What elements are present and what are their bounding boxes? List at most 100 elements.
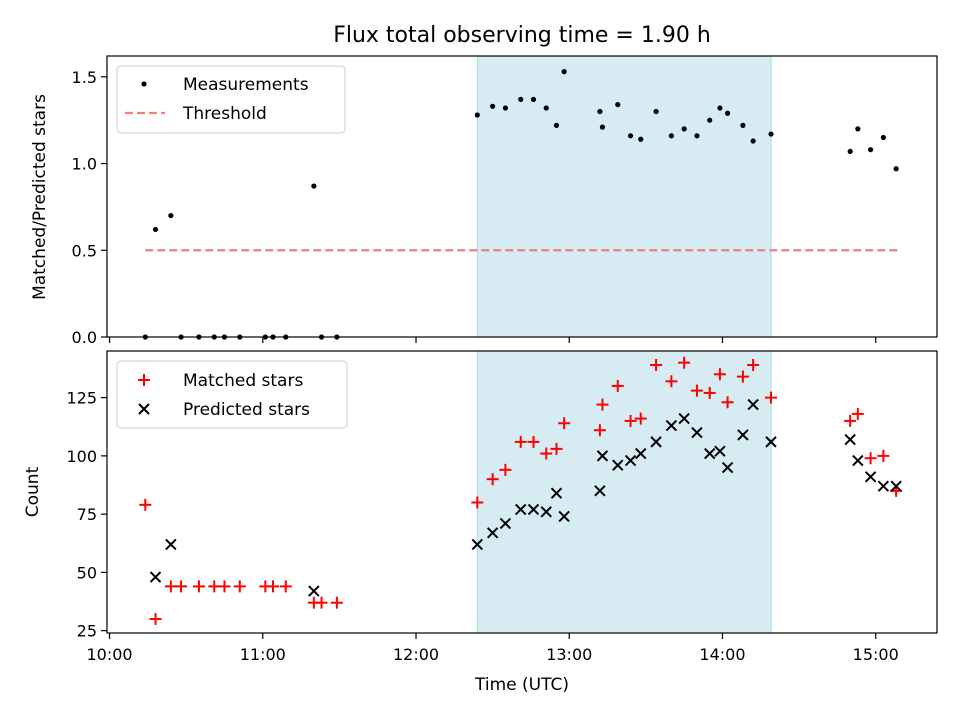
predicted-star-point bbox=[737, 429, 749, 441]
measurement-point bbox=[717, 105, 723, 111]
predicted-star-point bbox=[612, 459, 624, 471]
matched-star-point bbox=[486, 473, 499, 486]
predicted-star-point bbox=[714, 445, 726, 457]
measurement-point bbox=[553, 122, 560, 128]
x-tick-label: 15:00 bbox=[853, 645, 899, 664]
bottom-panel: 25 50 75 100 125 10:00 11:00 12:00 13:00 14:00 15… bbox=[23, 350, 938, 695]
predicted-star-point bbox=[747, 398, 759, 411]
legend-matched-marker bbox=[138, 374, 150, 386]
legend-threshold-label: Threshold bbox=[182, 104, 267, 124]
bot-y-tick-label: 75 bbox=[77, 505, 97, 524]
matched-star-point bbox=[678, 356, 691, 369]
measurement-point bbox=[518, 96, 524, 102]
matched-star-point bbox=[175, 580, 188, 593]
matched-star-point bbox=[550, 442, 563, 455]
measurement-point bbox=[847, 148, 853, 155]
top-y-tick-label: 0.0 bbox=[72, 328, 97, 347]
predicted-star-point bbox=[471, 538, 484, 551]
matched-star-point bbox=[703, 386, 716, 399]
top-y-axis-label: Matched/Predicted stars bbox=[30, 94, 50, 300]
matched-star-point bbox=[527, 435, 540, 448]
legend-matched-label: Matched stars bbox=[183, 371, 303, 391]
measurement-point bbox=[668, 133, 675, 139]
matched-star-point bbox=[736, 370, 749, 383]
matched-star-point bbox=[650, 358, 663, 371]
matched-star-point bbox=[499, 463, 512, 476]
bottom-y-ticks: 25 50 75 100 125 bbox=[66, 389, 107, 641]
top-y-ticks: 0.0 0.5 1.0 1.5 bbox=[72, 68, 107, 347]
top-y-tick-label: 0.5 bbox=[72, 241, 97, 260]
matched-star-point bbox=[192, 580, 205, 593]
measurement-point bbox=[768, 131, 774, 137]
measurement-point bbox=[152, 226, 159, 233]
x-tick-label: 10:00 bbox=[86, 645, 132, 664]
x-tick-label: 14:00 bbox=[699, 645, 745, 664]
measurement-point bbox=[561, 69, 567, 75]
matched-star-point bbox=[233, 580, 246, 593]
measurement-point bbox=[474, 112, 480, 118]
predicted-star-point bbox=[624, 454, 637, 467]
legend-measurements-marker bbox=[141, 81, 147, 87]
predicted-star-point bbox=[540, 506, 552, 518]
measurement-point bbox=[599, 124, 606, 130]
measurement-point bbox=[707, 117, 713, 123]
predicted-star-point bbox=[650, 436, 662, 448]
matched-star-point bbox=[593, 424, 606, 437]
bottom-x-ticks: 10:00 11:00 12:00 13:00 14:00 15:00 bbox=[86, 633, 899, 664]
predicted-star-point bbox=[149, 571, 162, 583]
predicted-star-point bbox=[765, 436, 777, 448]
matched-star-point bbox=[851, 407, 864, 420]
measurement-point bbox=[893, 166, 899, 172]
predicted-star-point bbox=[665, 419, 678, 432]
predicted-star-point bbox=[486, 527, 499, 539]
matched-star-point bbox=[713, 368, 726, 381]
chart-title: Flux total observing time = 1.90 h bbox=[333, 23, 711, 48]
matched-star-point bbox=[267, 580, 279, 593]
matched-star-point bbox=[690, 384, 703, 397]
bottom-legend-box bbox=[116, 360, 348, 429]
measurement-point bbox=[168, 212, 174, 219]
top-highlight-span bbox=[476, 55, 772, 338]
predicted-star-point bbox=[877, 480, 890, 492]
measurement-point bbox=[681, 126, 687, 132]
predicted-star-point bbox=[890, 480, 902, 492]
x-tick-label: 11:00 bbox=[240, 645, 286, 664]
bottom-plot-frame bbox=[106, 350, 938, 634]
measurement-point bbox=[543, 105, 549, 111]
predicted-star-point bbox=[515, 503, 527, 516]
bot-y-tick-label: 50 bbox=[77, 563, 97, 582]
matched-star-point bbox=[540, 447, 553, 460]
top-legend-box bbox=[116, 65, 346, 134]
predicted-star-point bbox=[499, 517, 512, 530]
legend-predicted-label: Predicted stars bbox=[183, 400, 310, 420]
measurement-point bbox=[855, 126, 861, 132]
top-x-ticks bbox=[108, 337, 877, 343]
legend-predicted-marker bbox=[138, 403, 150, 415]
predicted-star-point bbox=[704, 447, 716, 460]
measurement-point bbox=[694, 133, 700, 139]
bottom-legend: Matched stars Predicted stars bbox=[116, 360, 348, 429]
matched-star-point bbox=[558, 417, 571, 430]
matched-star-point bbox=[315, 596, 328, 609]
matched-star-point bbox=[330, 596, 343, 609]
matched-star-point bbox=[864, 452, 877, 465]
predicted-star-point bbox=[596, 450, 609, 462]
predicted-star-point bbox=[635, 447, 647, 460]
predicted-star-point bbox=[165, 538, 177, 551]
measurement-point bbox=[627, 133, 634, 139]
bottom-highlight-span bbox=[476, 350, 772, 634]
bottom-y-axis-label: Count bbox=[23, 466, 43, 517]
predicted-star-point bbox=[864, 471, 877, 483]
predicted-star-point bbox=[527, 503, 540, 516]
matched-star-point bbox=[596, 398, 609, 411]
predicted-star-point bbox=[594, 485, 606, 497]
top-plot-frame bbox=[106, 55, 938, 338]
matched-star-point bbox=[721, 396, 734, 409]
matched-star-point bbox=[279, 580, 292, 593]
matched-star-point bbox=[877, 449, 890, 462]
matched-star-point bbox=[208, 580, 221, 593]
matched-star-point bbox=[471, 496, 484, 509]
x-tick-label: 13:00 bbox=[546, 645, 592, 664]
top-y-tick-label: 1.5 bbox=[72, 68, 97, 87]
measurement-point bbox=[638, 136, 644, 142]
